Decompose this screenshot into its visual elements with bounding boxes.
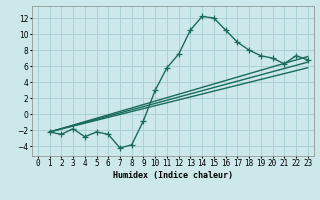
X-axis label: Humidex (Indice chaleur): Humidex (Indice chaleur) <box>113 171 233 180</box>
